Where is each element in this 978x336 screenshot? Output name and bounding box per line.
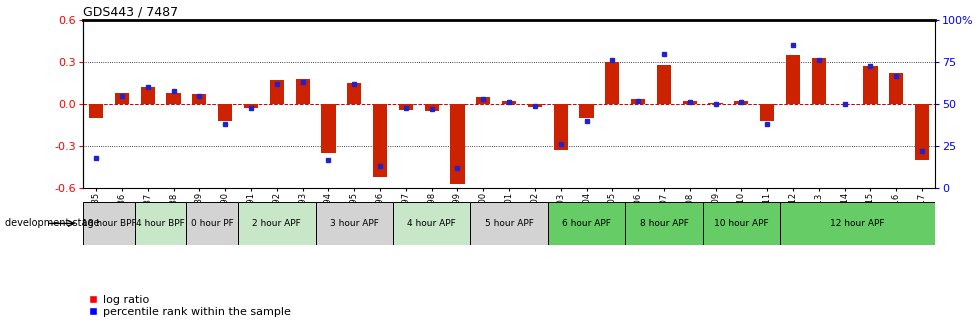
Text: GDS443 / 7487: GDS443 / 7487 (83, 6, 178, 19)
Bar (469, 202, 548, 245)
Bar (779, 202, 934, 245)
Bar (244, 104, 258, 109)
Bar (625, 202, 702, 245)
Bar (759, 104, 774, 121)
Bar (604, 62, 619, 104)
Bar (392, 202, 469, 245)
Bar (269, 80, 284, 104)
Bar (373, 104, 386, 177)
Bar (579, 104, 593, 118)
Bar (218, 104, 232, 121)
Bar (135, 202, 186, 245)
Text: 0 hour PF: 0 hour PF (191, 219, 234, 228)
Text: 4 hour BPF: 4 hour BPF (136, 219, 185, 228)
Bar (708, 103, 722, 104)
Bar (450, 104, 465, 184)
Bar (398, 104, 413, 110)
Bar (192, 94, 206, 104)
Bar (914, 104, 928, 160)
Text: 8 hour APF: 8 hour APF (639, 219, 688, 228)
Bar (295, 79, 309, 104)
Bar (502, 101, 515, 104)
Bar (315, 202, 392, 245)
Text: 5 hour APF: 5 hour APF (484, 219, 533, 228)
Text: 3 hour APF: 3 hour APF (330, 219, 378, 228)
Bar (888, 73, 903, 104)
Text: 12 hour APF: 12 hour APF (829, 219, 884, 228)
Text: 4 hour APF: 4 hour APF (407, 219, 456, 228)
Bar (321, 104, 335, 153)
Bar (656, 65, 670, 104)
Text: 10 hour APF: 10 hour APF (713, 219, 768, 228)
Bar (83, 202, 135, 245)
Text: development stage: development stage (5, 218, 100, 228)
Bar (527, 104, 542, 107)
Legend: log ratio, percentile rank within the sample: log ratio, percentile rank within the sa… (89, 295, 290, 317)
Text: 6 hour APF: 6 hour APF (561, 219, 610, 228)
Bar (424, 104, 438, 111)
Text: 18 hour BPF: 18 hour BPF (81, 219, 136, 228)
Bar (682, 101, 696, 104)
Bar (166, 93, 181, 104)
Bar (548, 202, 625, 245)
Bar (702, 202, 779, 245)
Bar (186, 202, 238, 245)
Text: 2 hour APF: 2 hour APF (252, 219, 301, 228)
Bar (141, 87, 155, 104)
Bar (347, 83, 361, 104)
Bar (811, 58, 825, 104)
Bar (89, 104, 103, 118)
Bar (631, 98, 645, 104)
Bar (553, 104, 567, 151)
Bar (863, 67, 876, 104)
Bar (475, 97, 490, 104)
Bar (238, 202, 315, 245)
Bar (114, 93, 129, 104)
Bar (785, 55, 799, 104)
Bar (734, 101, 748, 104)
